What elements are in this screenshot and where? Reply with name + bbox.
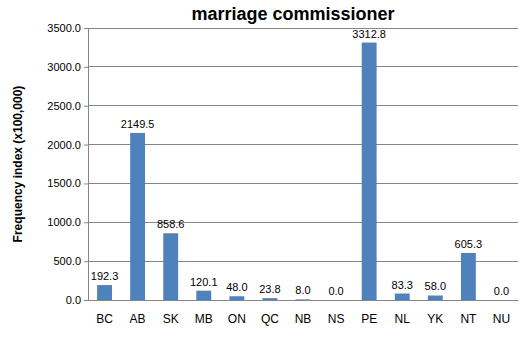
data-label: 858.6 <box>157 218 185 230</box>
tick-label: AB <box>130 312 146 326</box>
data-label: 0.0 <box>494 285 509 297</box>
tick: MB <box>195 300 213 326</box>
grid-line <box>88 261 518 262</box>
tick-mark <box>84 222 88 223</box>
bar <box>461 253 476 300</box>
data-label: 8.0 <box>295 284 310 296</box>
tick-label: YK <box>427 312 443 326</box>
tick: 2500.0 <box>47 100 88 112</box>
tick-label: 3500.0 <box>47 22 81 34</box>
axis-line <box>88 29 89 301</box>
bar <box>494 300 509 301</box>
bar <box>163 233 178 300</box>
tick: NU <box>493 300 510 326</box>
tick: 3000.0 <box>47 61 88 73</box>
data-label: 192.3 <box>91 270 119 282</box>
tick-label: NL <box>395 312 411 326</box>
tick: YK <box>427 300 443 326</box>
tick: SK <box>163 300 179 326</box>
bar <box>229 296 244 300</box>
chart: 0.0 500.0 1000.0 1500.0 2000.0 2500.0 3000.0 35… <box>0 0 527 338</box>
tick-label: 1500.0 <box>47 177 81 189</box>
tick-label: 2000.0 <box>47 139 81 151</box>
data-label: 3312.8 <box>352 28 386 40</box>
tick-mark <box>84 67 88 68</box>
bar <box>296 299 311 300</box>
grid-line <box>88 144 518 145</box>
tick-label: 2500.0 <box>47 100 81 112</box>
tick-mark <box>84 145 88 146</box>
tick-label: 500.0 <box>53 255 81 267</box>
tick-label: PE <box>361 312 377 326</box>
tick-label: NS <box>328 312 345 326</box>
grid-line <box>88 222 518 223</box>
tick: QC <box>261 300 279 326</box>
tick-mark <box>84 106 88 107</box>
tick-label: NB <box>295 312 312 326</box>
tick: 500.0 <box>53 255 88 267</box>
tick: NB <box>295 300 312 326</box>
tick-label: QC <box>261 312 279 326</box>
bar <box>395 294 410 300</box>
grid-line <box>88 105 518 106</box>
tick: 0.0 <box>66 294 88 306</box>
x-axis: BC AB SK MB ON QC NB NS PE NL YK NT NU <box>89 300 519 326</box>
tick-label: 0.0 <box>66 294 81 306</box>
data-label: 120.1 <box>190 276 218 288</box>
tick: ON <box>228 300 246 326</box>
grid-line <box>88 28 518 29</box>
grid-line <box>88 183 518 184</box>
data-label: 0.0 <box>328 285 343 297</box>
tick: PE <box>361 300 377 326</box>
tick: 1000.0 <box>47 216 88 228</box>
tick: 3500.0 <box>47 22 88 34</box>
tick-mark <box>84 261 88 262</box>
y-axis: 0.0 500.0 1000.0 1500.0 2000.0 2500.0 3000.0 35… <box>47 22 88 306</box>
bar <box>130 133 145 300</box>
tick-mark <box>84 300 88 301</box>
tick: BC <box>96 300 113 326</box>
tick-label: ON <box>228 312 246 326</box>
data-label: 2149.5 <box>121 118 155 130</box>
tick-label: NT <box>460 312 477 326</box>
tick: NL <box>395 300 411 326</box>
grid-line <box>88 66 518 67</box>
bar <box>428 295 443 300</box>
tick-label: NU <box>493 312 510 326</box>
data-label: 58.0 <box>425 280 446 292</box>
grid <box>88 28 518 300</box>
title: marriage commissioner <box>191 4 394 24</box>
tick: 2000.0 <box>47 139 88 151</box>
plot: 0.0 500.0 1000.0 1500.0 2000.0 2500.0 3000.0 35… <box>47 22 518 326</box>
tick-mark <box>84 183 88 184</box>
tick-label: BC <box>96 312 113 326</box>
bar <box>97 285 112 300</box>
data-label: 83.3 <box>392 279 413 291</box>
data-labels: 192.3 2149.5 858.6 120.1 48.0 23.8 8.0 0.0 3312.… <box>91 28 509 297</box>
bars <box>97 43 476 300</box>
bar <box>196 291 211 300</box>
bar <box>362 43 377 300</box>
tick-label: SK <box>163 312 179 326</box>
y-axis-title: Frequency index (x100,000) <box>11 86 25 243</box>
data-label: 23.8 <box>259 283 280 295</box>
tick: 1500.0 <box>47 177 88 189</box>
tick-label: 3000.0 <box>47 61 81 73</box>
tick: AB <box>130 300 146 326</box>
axis-line <box>89 300 519 301</box>
tick-label: 1000.0 <box>47 216 81 228</box>
tick: NT <box>460 300 477 326</box>
data-label: 48.0 <box>226 281 247 293</box>
bar <box>329 300 344 301</box>
tick-label: MB <box>195 312 213 326</box>
tick: NS <box>328 300 345 326</box>
data-label: 605.3 <box>455 238 483 250</box>
grid-line <box>88 300 518 301</box>
bar <box>262 298 277 300</box>
tick-mark <box>84 28 88 29</box>
